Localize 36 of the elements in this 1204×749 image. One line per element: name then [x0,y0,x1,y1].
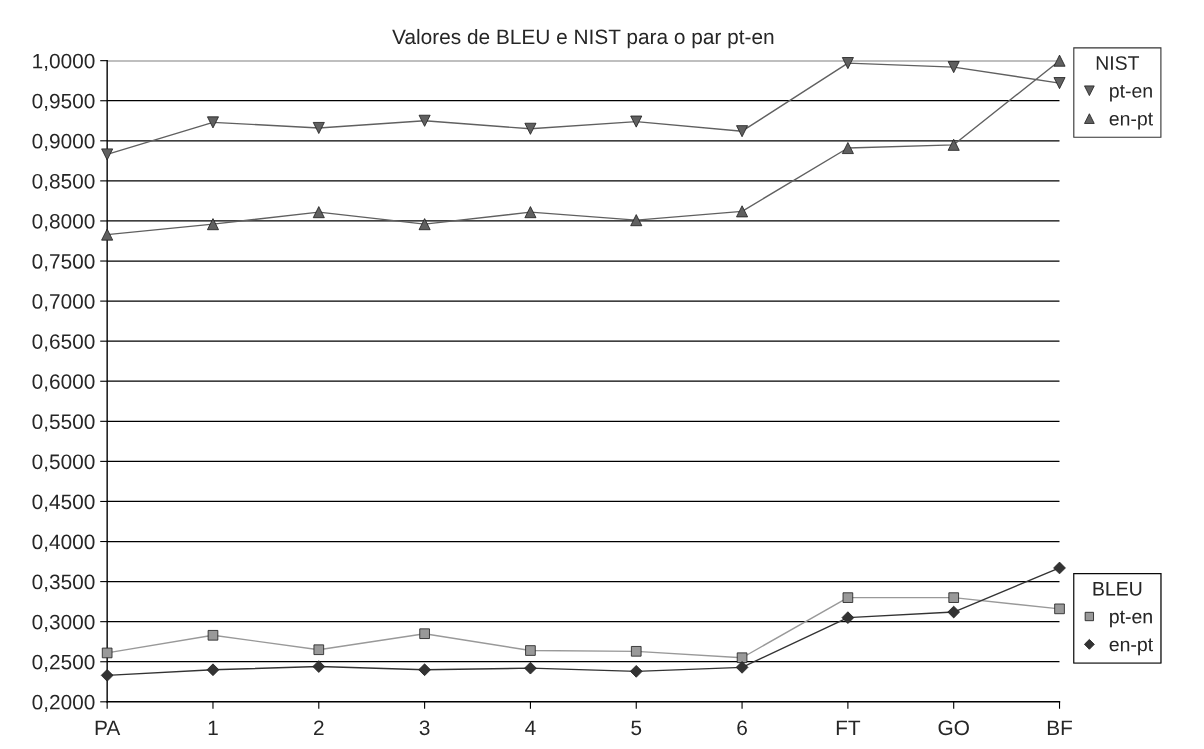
chart-title: Valores de BLEU e NIST para o par pt-en [392,28,774,49]
y-tick-label: 1,0000 [33,53,95,71]
legend-label: en-pt [1109,638,1153,656]
y-tick-label: 0,8000 [32,213,95,232]
x-tick-label: 6 [737,720,747,736]
x-tick-label: PA [95,720,121,735]
x-tick-label: GO [938,720,969,736]
text: BLEU [1093,582,1142,596]
y-tick-label: 0,3000 [32,614,95,632]
y-tick-label: 0,7500 [32,254,95,272]
text: NIST [1096,56,1140,70]
y-tick-label: 0,7000 [32,294,95,312]
y-tick-label: 0,6000 [32,374,95,392]
y-tick-label: 0,4000 [32,534,95,552]
y-tick-label: 0,5500 [32,414,95,432]
y-tick-label: 0,2500 [32,654,95,672]
y-tick-label: 0,9000 [32,133,95,152]
legend-label: pt-en [1110,84,1152,102]
x-tick-label: 2 [314,720,324,735]
point [101,647,113,659]
y-tick-label: 0,3500 [32,574,95,592]
y-tick-label: 0,5000 [32,454,95,472]
legend-label: en-pt [1109,112,1153,130]
y-tick-label: 0,2000 [32,694,95,713]
legend-label: pt-en [1110,610,1152,628]
y-tick-label: 0,9500 [32,93,95,111]
x-tick-label: 4 [525,720,536,735]
x-tick-label: 1 [208,720,218,735]
x-tick-label: BF [1047,720,1072,735]
y-tick-label: 0,4500 [32,494,95,512]
x-tick-label: 5 [631,720,642,736]
point [313,644,325,655]
x-tick-label: FT [836,720,861,735]
y-tick-label: 0,8500 [32,173,95,192]
y-tick-label: 0,6500 [32,334,95,352]
x-tick-label: 3 [419,720,430,736]
